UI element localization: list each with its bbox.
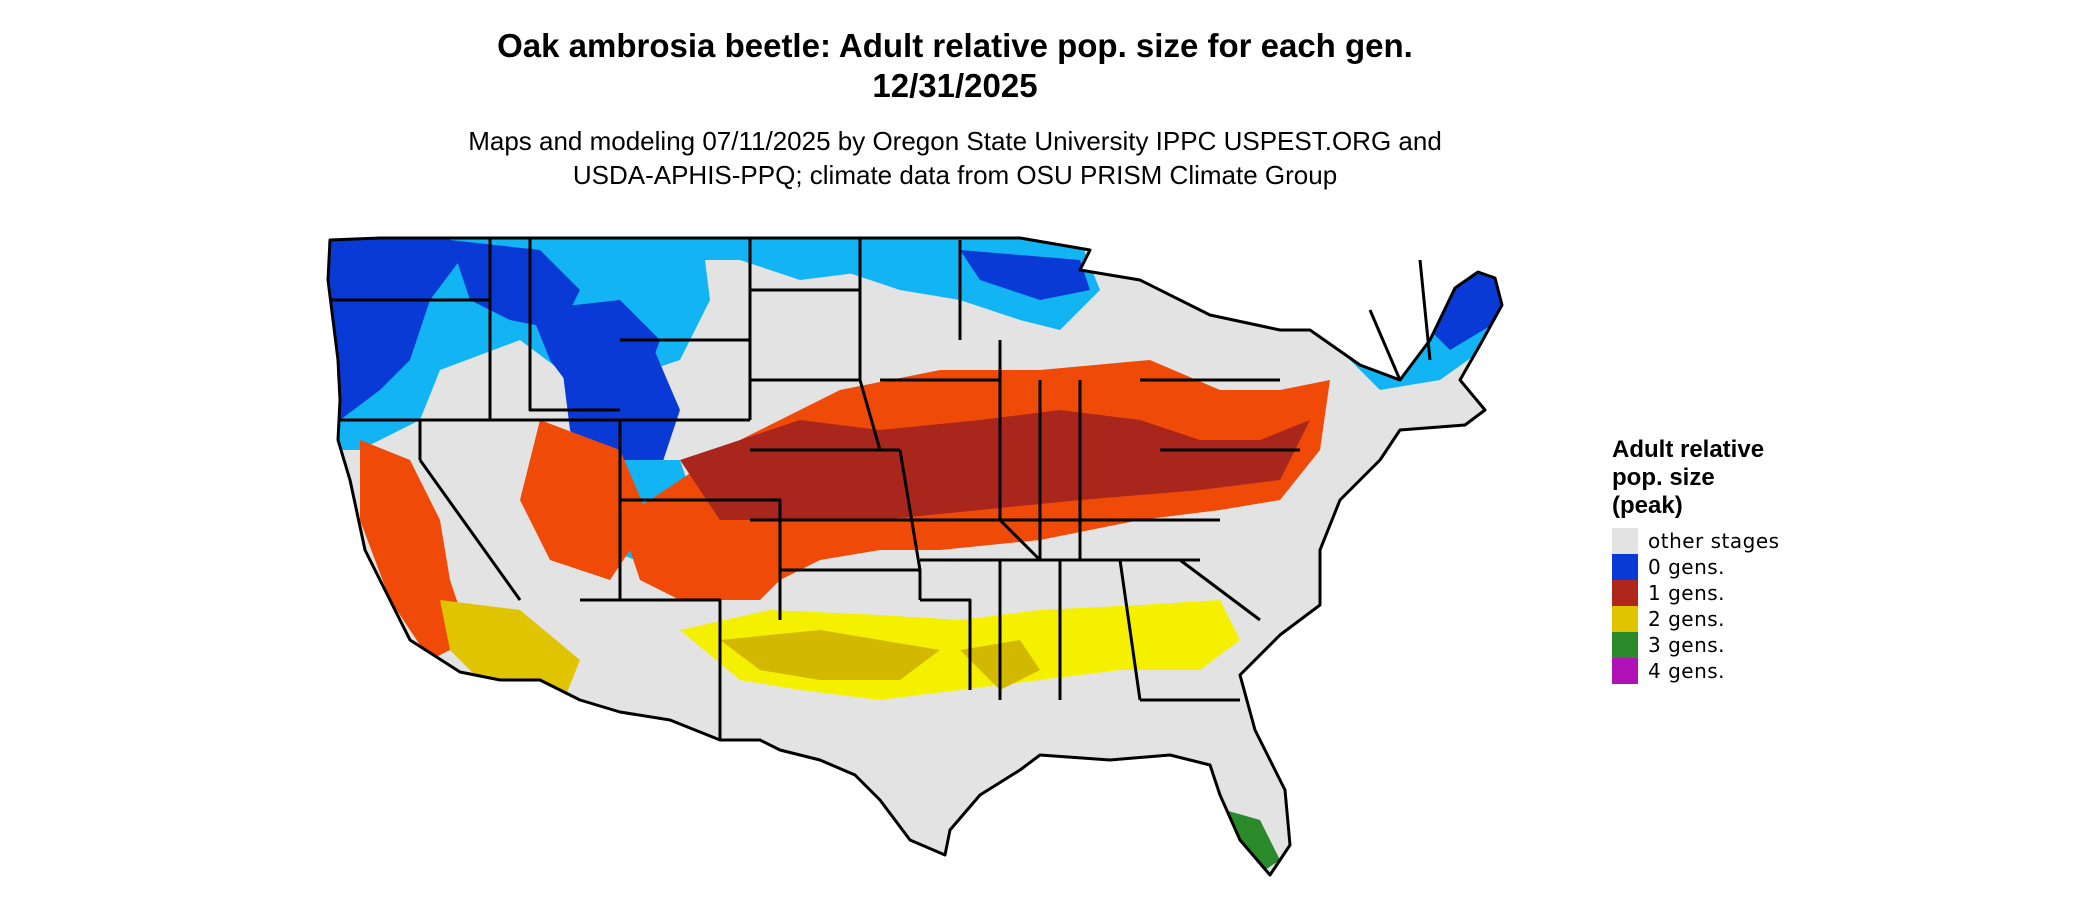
legend-label-other-stages: other stages <box>1648 529 1780 553</box>
legend-item-3-gens: 3 gens. <box>1612 632 1912 658</box>
zone-one-gen-utah <box>520 420 650 580</box>
border-co-nm <box>620 498 782 620</box>
legend-swatch-3-gens <box>1612 632 1638 658</box>
title-date: 12/31/2025 <box>872 67 1038 104</box>
legend-swatch-2-gens <box>1612 606 1638 632</box>
legend-title-line-3: (peak) <box>1612 492 1683 519</box>
legend-item-2-gens: 2 gens. <box>1612 606 1912 632</box>
legend-title: Adult relative pop. size (peak) <box>1612 436 1912 520</box>
border-sc <box>1179 558 1261 622</box>
title-line-1: Oak ambrosia beetle: Adult relative pop.… <box>497 27 1413 64</box>
state-borders <box>326 236 1504 877</box>
zone-one-gen-core <box>680 410 1310 520</box>
legend-label-3-gens: 3 gens. <box>1648 633 1726 657</box>
border-ga <box>1118 559 1142 701</box>
border-id-mt <box>528 238 620 412</box>
legend-item-4-gens: 4 gens. <box>1612 658 1912 684</box>
legend-label-2-gens: 2 gens. <box>1648 607 1726 631</box>
legend-swatch-other-stages <box>1612 528 1638 554</box>
legend-title-line-1: Adult relative <box>1612 436 1765 463</box>
legend-swatch-1-gens <box>1612 580 1638 606</box>
zone-cold-great-lakes <box>840 238 1100 330</box>
zone-very-cold-idaho <box>450 240 580 330</box>
zone-very-cold-coast <box>328 238 460 420</box>
border-az-nm <box>580 598 722 740</box>
subtitle-line-1: Maps and modeling 07/11/2025 by Oregon S… <box>468 126 1442 156</box>
legend-label-0-gens: 0 gens. <box>1648 555 1726 579</box>
zone-very-cold-superior <box>960 250 1090 300</box>
legend-item-1-gens: 1 gens. <box>1612 580 1912 606</box>
legend: Adult relative pop. size (peak) other st… <box>1612 436 1912 684</box>
legend-swatch-4-gens <box>1612 658 1638 684</box>
us-map <box>320 220 1580 895</box>
border-me <box>1418 259 1432 361</box>
map-subtitle: Maps and modeling 07/11/2025 by Oregon S… <box>0 124 1910 192</box>
border-mn-nd <box>858 238 882 451</box>
legend-item-other-stages: other stages <box>1612 528 1912 554</box>
border-vt-nh <box>1368 309 1402 381</box>
zone-two-gen-texas <box>720 630 940 680</box>
subtitle-line-2: USDA-APHIS-PPQ; climate data from OSU PR… <box>572 160 1338 190</box>
border-ca-nv <box>418 459 522 601</box>
legend-item-0-gens: 0 gens. <box>1612 554 1912 580</box>
legend-label-1-gens: 1 gens. <box>1648 581 1726 605</box>
us-map-svg <box>326 236 1504 877</box>
legend-label-4-gens: 4 gens. <box>1648 659 1726 683</box>
legend-swatch-0-gens <box>1612 554 1638 580</box>
border-ar-la <box>920 598 972 690</box>
map-title: Oak ambrosia beetle: Adult relative pop.… <box>0 26 1910 106</box>
border-mo-west <box>898 449 922 600</box>
legend-title-line-2: pop. size <box>1612 464 1715 491</box>
